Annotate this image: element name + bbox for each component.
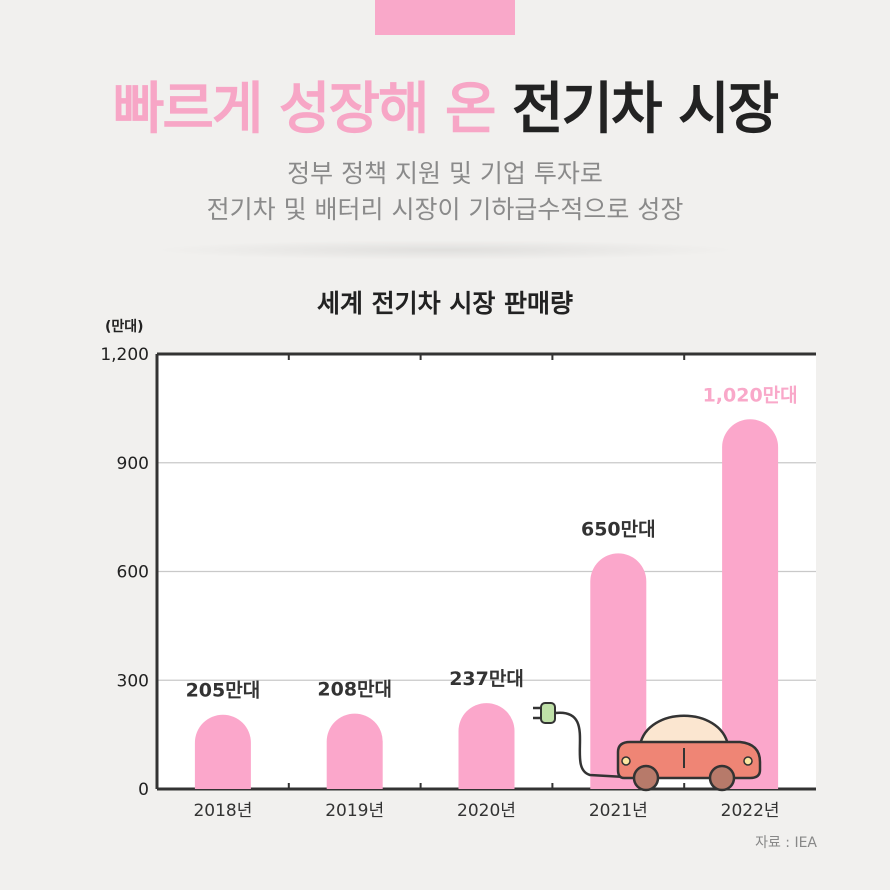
car-light — [621, 756, 631, 766]
title-main: 전기차 시장 — [512, 77, 779, 142]
x-tick-label: 2019년 — [325, 801, 384, 821]
data-label: 237만대 — [449, 668, 524, 690]
bar — [326, 713, 383, 789]
car-roof — [638, 714, 730, 747]
car-wheel — [708, 764, 736, 792]
electric-car-icon — [616, 714, 762, 792]
y-tick-label: 0 — [138, 780, 149, 800]
x-tick-label: 2021년 — [589, 801, 648, 821]
page-title: 빠르게 성장해 온 전기차 시장 — [0, 72, 890, 148]
data-label: 1,020만대 — [703, 384, 798, 406]
data-label: 650만대 — [581, 518, 656, 540]
y-tick-label: 300 — [117, 671, 149, 691]
y-tick-label: 600 — [117, 563, 149, 583]
x-tick-label: 2020년 — [457, 801, 516, 821]
chart-title: 세계 전기차 시장 판매량 — [316, 289, 574, 318]
y-tick-label: 900 — [117, 454, 149, 474]
bar — [194, 714, 251, 789]
y-tick-label: 1,200 — [100, 345, 149, 365]
x-tick-label: 2022년 — [721, 801, 780, 821]
subtitle-line-2: 전기차 및 배터리 시장이 기하급수적으로 성장 — [206, 195, 684, 224]
top-tab-decoration — [375, 0, 515, 35]
bar — [590, 553, 647, 789]
data-label: 208만대 — [317, 679, 392, 701]
charging-cable — [554, 711, 626, 779]
source-note: 자료 : IEA — [755, 835, 817, 851]
title-highlight: 빠르게 성장해 온 — [112, 77, 497, 142]
bar — [458, 703, 515, 789]
y-axis-unit: (만대) — [105, 319, 144, 335]
car-light — [743, 756, 753, 766]
data-label: 205만대 — [186, 680, 261, 702]
ev-illustration — [533, 702, 762, 792]
x-tick-label: 2018년 — [193, 801, 252, 821]
bar — [722, 419, 779, 789]
car-wheel — [632, 764, 660, 792]
divider-shadow — [150, 240, 740, 260]
ev-plug-icon — [533, 702, 556, 724]
subtitle-line-1: 정부 정책 지원 및 기업 투자로 — [287, 159, 603, 188]
